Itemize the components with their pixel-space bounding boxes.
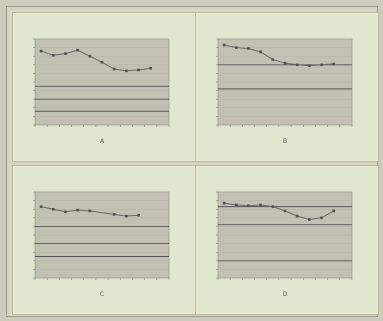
data-point <box>39 205 43 208</box>
data-point <box>259 50 262 54</box>
data-point <box>259 203 262 207</box>
data-point <box>112 213 116 216</box>
data-point <box>320 63 323 67</box>
chart-panel-bottom-right: D <box>195 165 379 315</box>
data-point <box>295 214 299 218</box>
data-point <box>76 208 79 212</box>
data-point <box>271 205 275 208</box>
data-point <box>332 209 336 213</box>
data-point <box>271 58 275 61</box>
data-point <box>125 214 128 218</box>
data-point <box>222 43 226 47</box>
x-axis-label: B <box>283 138 287 145</box>
data-point <box>112 67 116 71</box>
x-axis-label: A <box>100 138 105 145</box>
series-line <box>224 202 334 221</box>
chart-svg-top-right: B <box>216 38 353 145</box>
data-point <box>88 209 92 213</box>
chart-frame: A B C D <box>6 6 379 317</box>
data-point <box>51 54 55 57</box>
chart-svg-top-left: A <box>33 38 170 145</box>
data-point <box>308 218 311 221</box>
data-point <box>283 209 287 213</box>
data-point <box>64 52 67 55</box>
data-point <box>137 68 140 72</box>
data-point <box>51 207 55 211</box>
chart-svg-bottom-left: C <box>33 191 170 298</box>
data-point <box>76 48 79 52</box>
chart-panel-top-right: B <box>195 12 379 162</box>
data-point <box>39 49 43 53</box>
chart-panel-bottom-left: C <box>12 165 196 315</box>
series-line <box>40 49 151 72</box>
data-point <box>295 63 299 67</box>
data-point <box>222 201 226 205</box>
data-point <box>320 216 323 220</box>
data-point <box>100 60 104 64</box>
data-point <box>332 62 336 66</box>
data-point <box>234 46 238 49</box>
chart-panel-top-left: A <box>12 12 196 162</box>
data-point <box>247 204 250 208</box>
data-point <box>308 64 311 67</box>
data-point <box>283 61 287 65</box>
series-line <box>40 206 139 217</box>
data-point <box>125 69 128 73</box>
data-point <box>247 47 250 50</box>
data-point <box>88 54 92 58</box>
x-axis-label: D <box>283 291 288 298</box>
data-point <box>64 210 67 214</box>
x-axis-label: C <box>100 291 104 298</box>
series-line <box>223 44 334 67</box>
chart-svg-bottom-right: D <box>216 191 353 298</box>
data-point <box>137 213 140 217</box>
data-point <box>149 66 153 70</box>
data-point <box>234 203 238 207</box>
